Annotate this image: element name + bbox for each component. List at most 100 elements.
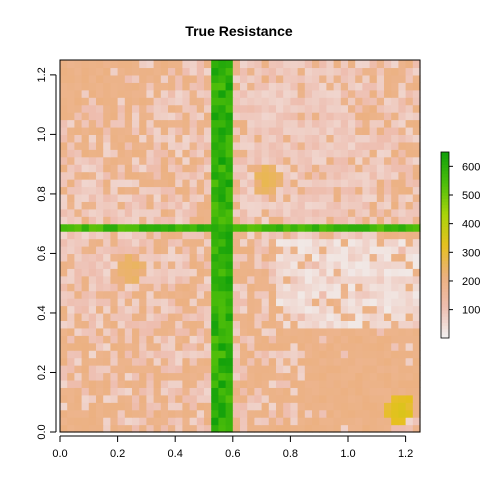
heatmap-cell	[225, 171, 234, 180]
heatmap-cell	[139, 193, 147, 202]
heatmap-cell	[355, 141, 363, 150]
legend-swatch	[441, 220, 449, 224]
heatmap-cell	[88, 335, 97, 344]
legend-swatch	[441, 272, 449, 277]
legend-swatch	[441, 173, 449, 178]
heatmap-cell	[319, 298, 327, 307]
heatmap-cell	[232, 290, 241, 299]
heatmap-cell	[312, 164, 320, 173]
heatmap-cell	[297, 327, 306, 336]
heatmap-cell	[204, 74, 212, 83]
heatmap-cell	[160, 112, 169, 121]
heatmap-cell	[67, 74, 75, 83]
heatmap-cell	[376, 67, 385, 76]
heatmap-cell	[153, 394, 162, 403]
heatmap-cell	[297, 179, 306, 188]
heatmap-cell	[326, 409, 335, 418]
heatmap-cell	[67, 201, 75, 210]
heatmap-cell	[124, 305, 133, 314]
heatmap-cell	[247, 171, 255, 180]
heatmap-cell	[182, 223, 191, 232]
heatmap-cell	[276, 260, 284, 269]
heatmap-cell	[268, 253, 277, 262]
heatmap-cell	[304, 312, 313, 321]
heatmap-cell	[362, 104, 371, 113]
heatmap-cell	[340, 104, 349, 113]
heatmap-cell	[74, 171, 83, 180]
heatmap-cell	[153, 67, 162, 76]
heatmap-cell	[254, 298, 263, 307]
heatmap-cell	[60, 409, 68, 418]
heatmap-cell	[333, 327, 342, 336]
heatmap-cell	[261, 97, 270, 106]
heatmap-cell	[254, 342, 263, 351]
heatmap-cell	[218, 104, 227, 113]
heatmap-cell	[276, 216, 284, 225]
heatmap-cell	[319, 275, 327, 284]
heatmap-cell	[81, 193, 90, 202]
heatmap-cell	[146, 238, 155, 247]
heatmap-cell	[110, 409, 119, 418]
heatmap-cell	[153, 342, 162, 351]
heatmap-cell	[110, 327, 119, 336]
legend-swatch	[441, 201, 449, 206]
heatmap-cell	[146, 134, 155, 143]
heatmap-cell	[240, 223, 248, 232]
heatmap-cell	[232, 231, 241, 240]
heatmap-cell	[139, 305, 147, 314]
heatmap-cell	[340, 268, 349, 277]
heatmap-cell	[304, 134, 313, 143]
heatmap-cell	[247, 327, 255, 336]
heatmap-cell	[189, 141, 198, 150]
heatmap-cell	[412, 231, 421, 240]
heatmap-cell	[261, 164, 270, 173]
heatmap-cell	[88, 141, 97, 150]
heatmap-cell	[348, 193, 356, 202]
heatmap-cell	[132, 119, 140, 128]
heatmap-cell	[283, 216, 291, 225]
heatmap-cell	[182, 290, 191, 299]
heatmap-cell	[96, 387, 104, 396]
heatmap-cell	[81, 342, 90, 351]
heatmap-cell	[117, 126, 126, 135]
heatmap-cell	[384, 164, 392, 173]
heatmap-cell	[412, 312, 421, 321]
heatmap-cell	[232, 97, 241, 106]
heatmap-cell	[412, 394, 421, 403]
heatmap-cell	[268, 357, 277, 366]
heatmap-cell	[405, 320, 414, 329]
heatmap-cell	[297, 216, 306, 225]
heatmap-cell	[268, 82, 277, 91]
heatmap-cell	[117, 268, 126, 277]
heatmap-cell	[182, 171, 191, 180]
heatmap-cell	[297, 305, 306, 314]
heatmap-cell	[261, 104, 270, 113]
heatmap-cell	[304, 126, 313, 135]
heatmap-cell	[67, 350, 75, 359]
heatmap-cell	[261, 253, 270, 262]
heatmap-cell	[376, 97, 385, 106]
heatmap-cell	[391, 357, 399, 366]
heatmap-cell	[276, 149, 284, 158]
heatmap-cell	[132, 112, 140, 121]
heatmap-cell	[117, 67, 126, 76]
heatmap-cell	[196, 350, 205, 359]
heatmap-cell	[333, 312, 342, 321]
heatmap-cell	[384, 283, 392, 292]
heatmap-cell	[146, 350, 155, 359]
heatmap-cell	[312, 305, 320, 314]
heatmap-cell	[247, 67, 255, 76]
heatmap-cell	[218, 171, 227, 180]
heatmap-cell	[412, 327, 421, 336]
heatmap-cell	[168, 417, 176, 426]
heatmap-cell	[81, 350, 90, 359]
heatmap-cell	[304, 67, 313, 76]
heatmap-cell	[175, 298, 183, 307]
heatmap-cell	[398, 82, 407, 91]
heatmap-cell	[124, 238, 133, 247]
heatmap-cell	[189, 82, 198, 91]
heatmap-cell	[74, 97, 83, 106]
heatmap-cell	[340, 253, 349, 262]
heatmap-cell	[132, 253, 140, 262]
heatmap-cell	[67, 89, 75, 98]
